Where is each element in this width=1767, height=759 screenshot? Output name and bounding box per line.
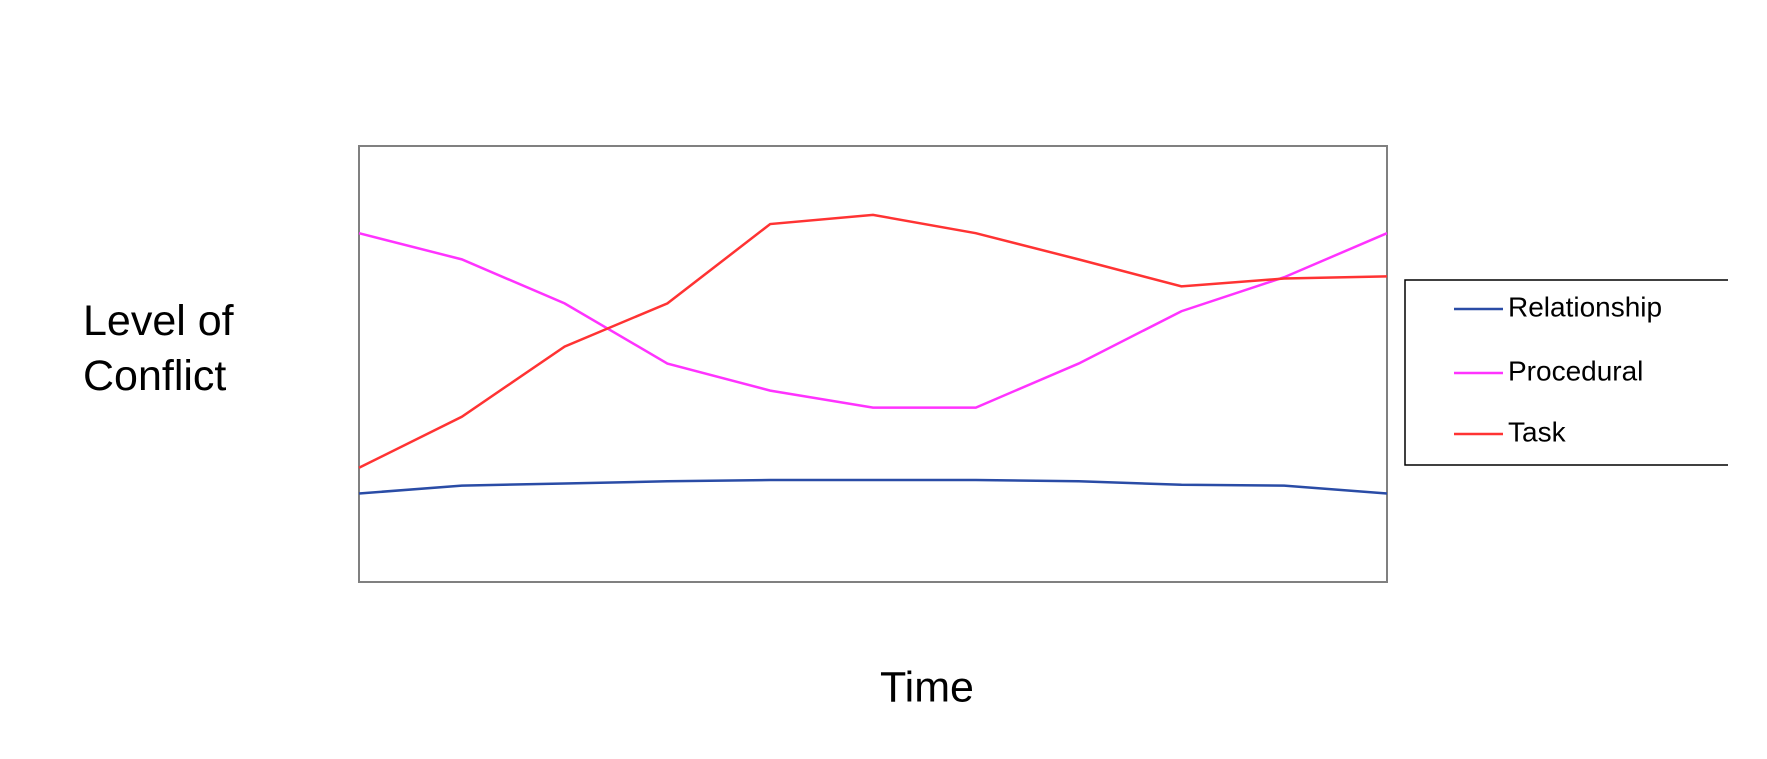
x-axis-label: Time — [880, 663, 974, 711]
legend-label: Procedural — [1508, 355, 1643, 386]
series-line — [358, 231, 1388, 409]
series-line — [358, 478, 1388, 495]
plot-area — [358, 145, 1388, 583]
legend-label: Task — [1508, 416, 1567, 447]
legend-box — [1404, 279, 1728, 466]
series-line — [358, 213, 1388, 469]
legend-label: Relationship — [1508, 291, 1662, 322]
y-axis-label: Level of Conflict — [83, 297, 234, 400]
